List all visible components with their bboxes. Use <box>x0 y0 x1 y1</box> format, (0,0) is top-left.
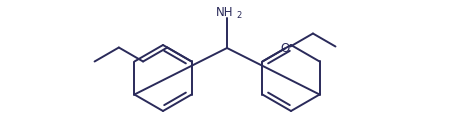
Text: O: O <box>280 42 289 55</box>
Text: NH: NH <box>216 6 234 19</box>
Text: 2: 2 <box>236 11 241 19</box>
